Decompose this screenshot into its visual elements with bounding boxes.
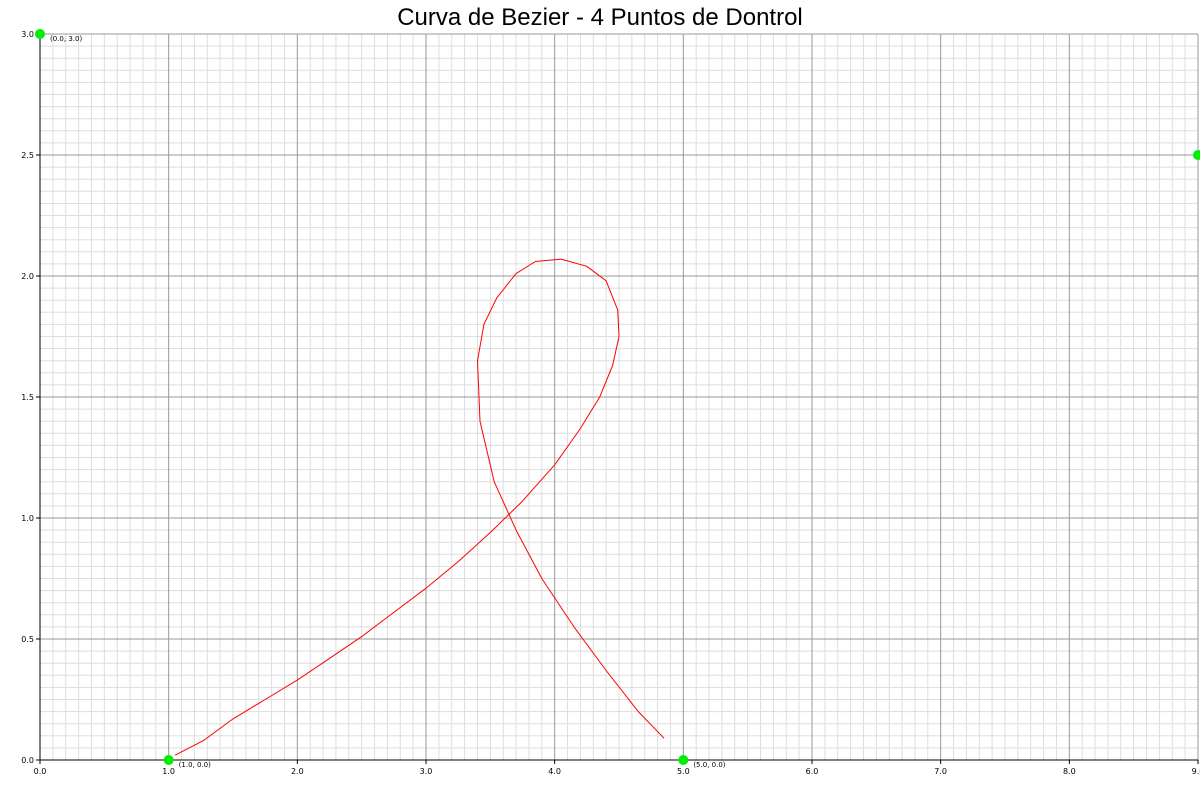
x-axis-ticks: 0.0 1.0 2.0 3.0 4.0 5.0 6.0 7.0 8.0 9.0 bbox=[34, 760, 1200, 776]
y-tick-label: 2.0 bbox=[21, 272, 34, 281]
x-tick-label: 1.0 bbox=[162, 767, 175, 776]
control-point bbox=[163, 755, 174, 765]
control-points: (1.0, 0.0) (0.0, 3.0) (5.0, 0.0) bbox=[35, 29, 1200, 769]
x-tick-label: 0.0 bbox=[34, 767, 47, 776]
x-tick-label: 7.0 bbox=[934, 767, 947, 776]
y-tick-label: 2.5 bbox=[21, 151, 34, 160]
control-point-label: (1.0, 0.0) bbox=[179, 761, 211, 769]
control-point bbox=[678, 755, 689, 765]
y-tick-label: 1.0 bbox=[21, 514, 34, 523]
x-tick-label: 2.0 bbox=[291, 767, 304, 776]
y-tick-label: 0.0 bbox=[21, 756, 34, 765]
control-point bbox=[1193, 150, 1200, 160]
control-point-label: (0.0, 3.0) bbox=[50, 35, 82, 43]
x-tick-label: 4.0 bbox=[548, 767, 561, 776]
curve-line bbox=[174, 258, 665, 756]
x-tick-label: 6.0 bbox=[806, 767, 819, 776]
y-tick-label: 3.0 bbox=[21, 30, 34, 39]
bezier-curve bbox=[174, 258, 665, 756]
x-tick-label: 9.0 bbox=[1192, 767, 1200, 776]
y-tick-label: 1.5 bbox=[21, 393, 34, 402]
control-point bbox=[35, 29, 45, 39]
chart-title: Curva de Bezier - 4 Puntos de Dontrol bbox=[397, 4, 803, 31]
x-tick-label: 3.0 bbox=[420, 767, 433, 776]
major-grid bbox=[40, 33, 1199, 760]
x-tick-label: 8.0 bbox=[1063, 767, 1076, 776]
y-axis-ticks: 0.0 0.5 1.0 1.5 2.0 2.5 3.0 bbox=[21, 30, 40, 765]
y-tick-label: 0.5 bbox=[21, 635, 34, 644]
control-point-label: (5.0, 0.0) bbox=[693, 761, 725, 769]
x-tick-label: 5.0 bbox=[677, 767, 690, 776]
